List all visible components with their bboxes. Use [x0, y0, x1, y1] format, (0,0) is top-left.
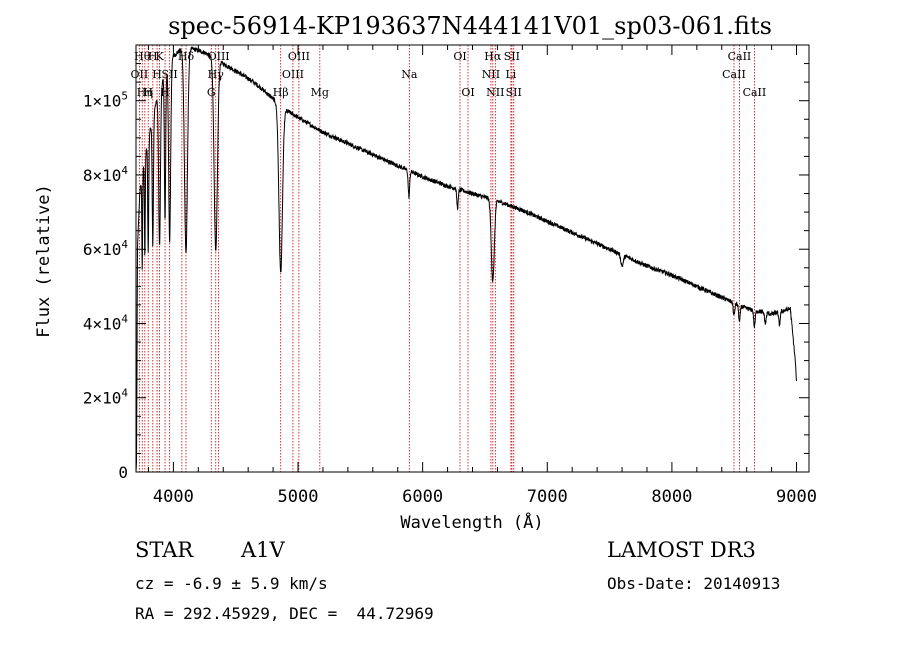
line-marker-label: H: [152, 68, 162, 81]
y-axis-label: Flux (relative): [34, 184, 54, 338]
line-marker-label: NII: [482, 68, 500, 81]
line-marker-label: SII: [504, 50, 520, 63]
line-marker-label: OI: [453, 50, 466, 63]
line-marker-label: H: [160, 86, 170, 99]
line-marker-label: K: [155, 50, 164, 63]
line-marker-label: OII: [131, 68, 149, 81]
x-tick-label: 8000: [651, 487, 692, 507]
plot-frame: [135, 44, 810, 473]
line-marker-label: Hθ: [134, 50, 151, 63]
coordinates-text: RA = 292.45929, DEC = 44.72969: [135, 604, 434, 623]
y-axis-ticks: 0 2×104 4×104 6×104 8×104 1×105: [83, 63, 809, 482]
x-axis-label: Wavelength (Å): [400, 511, 543, 533]
line-marker-label: SII: [506, 86, 522, 99]
spectrum-line-group: [135, 46, 797, 472]
obs-date: Obs-Date: 20140913: [607, 574, 781, 593]
line-marker-label: CaII: [722, 68, 746, 81]
line-marker-label: CaII: [728, 50, 752, 63]
x-tick-label: 9000: [776, 487, 817, 507]
line-marker-label: H: [143, 86, 153, 99]
spectrum-line: [135, 46, 797, 472]
line-marker-label: OIII: [282, 68, 304, 81]
x-tick-label: 5000: [278, 487, 319, 507]
line-marker-label: Li: [505, 68, 516, 81]
y-tick-label: 2×104: [83, 387, 129, 408]
line-markers: [138, 45, 755, 472]
line-marker-label: Hγ: [208, 68, 225, 81]
y-tick-label: 6×104: [83, 238, 129, 259]
y-tick-label: 1×105: [83, 90, 128, 111]
object-class: STAR: [135, 538, 194, 562]
chart-title: spec-56914-KP193637N444141V01_sp03-061.f…: [168, 12, 772, 40]
line-marker-label: OI: [461, 86, 474, 99]
line-marker-label: Hβ: [273, 86, 289, 99]
line-marker-label: SII: [162, 68, 178, 81]
line-marker-label: G: [207, 86, 216, 99]
redshift-text: cz = -6.9 ± 5.9 km/s: [135, 574, 328, 593]
y-tick-label: 4×104: [83, 312, 129, 333]
line-marker-label: Hη: [137, 86, 153, 99]
object-subclass: A1V: [241, 538, 285, 562]
line-marker-labels: OIIHθHηHHHKHSIIHδGHγOIIIHβOIIIOIIIMgNaOI…: [131, 50, 767, 99]
line-marker-label: Mg: [311, 86, 329, 99]
line-marker-label: OIII: [208, 50, 230, 63]
line-marker-label: H: [148, 50, 158, 63]
line-marker-label: Na: [401, 68, 418, 81]
line-marker-label: OIII: [288, 50, 310, 63]
x-tick-label: 6000: [402, 487, 443, 507]
line-marker-label: Hα: [484, 50, 502, 63]
y-tick-label: 0: [118, 463, 128, 482]
x-tick-label: 7000: [527, 487, 568, 507]
survey-label: LAMOST DR3: [607, 538, 756, 562]
x-axis-ticks: 4000 5000 6000 7000 8000 9000: [147, 45, 817, 507]
line-marker-label: NII: [486, 86, 504, 99]
x-tick-label: 4000: [153, 487, 194, 507]
y-tick-label: 8×104: [83, 164, 129, 185]
line-marker-label: CaII: [743, 86, 767, 99]
